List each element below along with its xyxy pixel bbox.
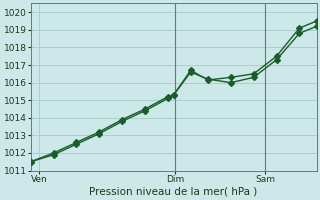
X-axis label: Pression niveau de la mer( hPa ): Pression niveau de la mer( hPa ) <box>90 187 258 197</box>
